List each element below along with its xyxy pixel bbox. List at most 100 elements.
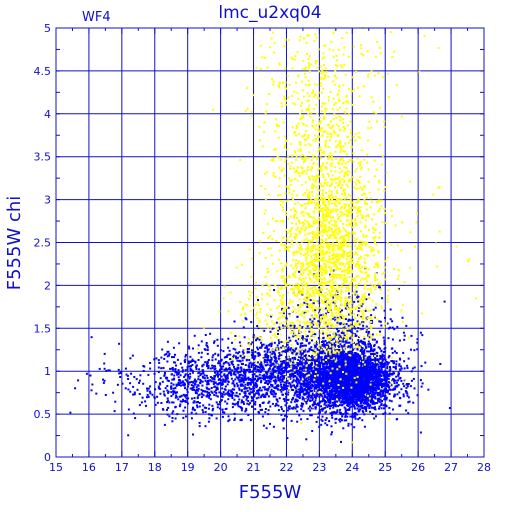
data-point (179, 374, 182, 377)
data-point (294, 387, 297, 390)
data-point (338, 385, 341, 388)
data-point (360, 372, 363, 375)
data-point (217, 362, 220, 365)
data-point (167, 391, 170, 394)
data-point (295, 389, 298, 392)
data-point (230, 374, 233, 377)
data-point (316, 385, 319, 388)
data-point (377, 398, 380, 401)
data-point (201, 384, 204, 387)
data-point (363, 341, 366, 344)
data-point (222, 350, 225, 353)
data-point (348, 398, 351, 401)
data-point (172, 368, 175, 371)
data-point (352, 413, 355, 416)
data-point (361, 361, 363, 364)
data-point (324, 380, 326, 383)
data-point (346, 356, 348, 359)
data-point (226, 391, 229, 394)
data-point (285, 381, 288, 384)
data-point (220, 379, 223, 382)
data-point (307, 391, 310, 394)
data-point (190, 365, 192, 368)
data-point (318, 373, 321, 376)
data-point (375, 380, 378, 383)
data-point (285, 415, 288, 418)
data-point (233, 385, 236, 388)
data-point (258, 373, 261, 376)
data-point (395, 360, 398, 363)
data-point (340, 368, 343, 371)
data-point (402, 382, 405, 385)
data-point (280, 413, 283, 416)
data-point (367, 403, 370, 406)
data-point (274, 357, 277, 359)
data-point (382, 404, 385, 407)
data-point (326, 367, 329, 370)
data-point (339, 376, 341, 379)
data-point (286, 343, 289, 346)
data-point (364, 385, 367, 388)
data-point (328, 393, 331, 396)
data-point (248, 371, 251, 374)
data-point (372, 391, 374, 394)
data-point (178, 371, 181, 374)
data-point (266, 363, 269, 366)
data-point (251, 405, 254, 408)
data-point (303, 369, 306, 372)
data-point (352, 374, 355, 377)
data-point (403, 360, 406, 363)
data-point (163, 373, 166, 376)
data-point (178, 395, 181, 398)
data-point (376, 402, 379, 405)
data-point (344, 400, 347, 403)
data-point (278, 327, 281, 330)
data-point (398, 396, 401, 399)
data-point (324, 419, 327, 421)
data-point (277, 371, 280, 373)
data-point (328, 390, 331, 393)
data-point (295, 369, 298, 372)
data-point (387, 356, 390, 359)
data-point (202, 372, 205, 375)
data-point (184, 387, 186, 390)
data-point (230, 389, 233, 392)
data-point (385, 396, 388, 399)
data-point (305, 402, 308, 405)
data-point (303, 398, 306, 401)
data-point (363, 368, 366, 371)
data-point (336, 372, 339, 375)
data-point (178, 379, 180, 382)
data-point (340, 359, 343, 362)
data-point (368, 380, 371, 383)
data-point (197, 378, 200, 381)
data-point (246, 389, 249, 392)
data-point (249, 368, 251, 371)
data-point (352, 397, 355, 400)
data-point (328, 396, 331, 399)
data-point (394, 385, 397, 388)
data-point (365, 372, 368, 375)
data-point (278, 326, 281, 329)
data-point (364, 355, 367, 358)
data-point (221, 382, 224, 385)
data-point (357, 394, 360, 396)
data-point (321, 385, 324, 388)
data-point (226, 377, 229, 380)
data-point (386, 384, 389, 387)
data-point (375, 415, 377, 418)
data-point (297, 388, 300, 391)
data-point (267, 355, 270, 357)
data-point (281, 393, 284, 396)
data-point (340, 395, 343, 398)
data-point (338, 411, 341, 414)
data-point (338, 418, 341, 421)
data-point (227, 368, 230, 370)
data-point (267, 376, 270, 379)
data-point (269, 391, 272, 394)
data-point (320, 418, 323, 421)
data-point (266, 348, 269, 351)
data-point (272, 376, 275, 379)
data-point (363, 413, 366, 416)
